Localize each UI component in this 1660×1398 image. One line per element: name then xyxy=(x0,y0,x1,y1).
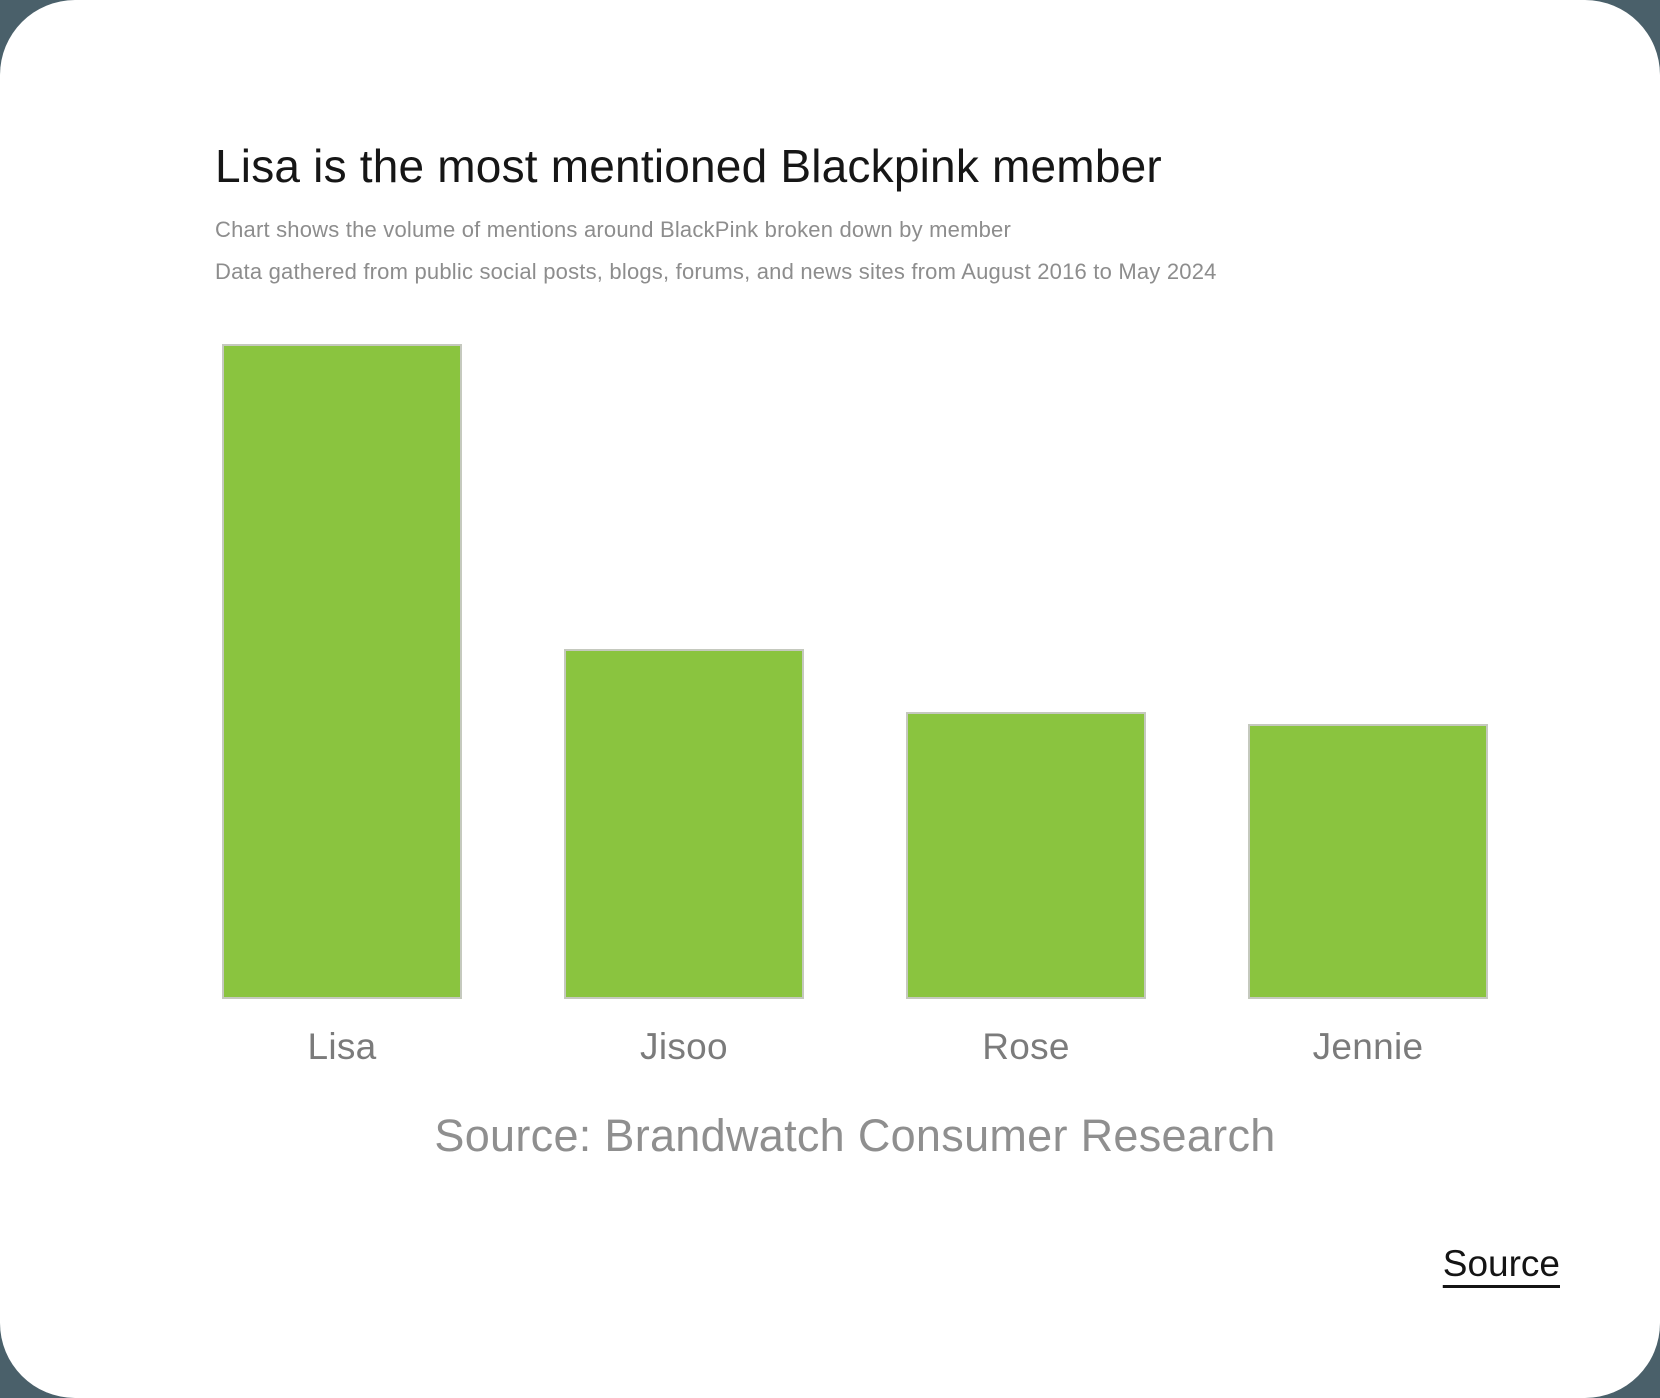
bar-rose xyxy=(906,712,1146,999)
chart-subtitle-line1: Chart shows the volume of mentions aroun… xyxy=(215,216,1011,242)
bar-lisa xyxy=(222,344,462,999)
bar-label-jennie: Jennie xyxy=(1312,1026,1424,1067)
labels-row: Lisa Jisoo Rose Jennie xyxy=(222,1026,1488,1068)
bar-label-rose: Rose xyxy=(982,1026,1070,1067)
chart-header: Lisa is the most mentioned Blackpink mem… xyxy=(215,140,1465,285)
chart-title: Lisa is the most mentioned Blackpink mem… xyxy=(215,140,1162,192)
bar-label-lisa: Lisa xyxy=(307,1026,377,1067)
chart-subtitle-line2: Data gathered from public social posts, … xyxy=(215,258,1217,284)
bar-jisoo xyxy=(564,649,804,999)
bar-label-jisoo: Jisoo xyxy=(640,1026,728,1067)
bar-jennie xyxy=(1248,723,1488,999)
bars-row xyxy=(222,344,1488,999)
source-link[interactable]: Source xyxy=(1442,1243,1560,1284)
source-attribution-text: Source: Brandwatch Consumer Research xyxy=(434,1110,1276,1161)
